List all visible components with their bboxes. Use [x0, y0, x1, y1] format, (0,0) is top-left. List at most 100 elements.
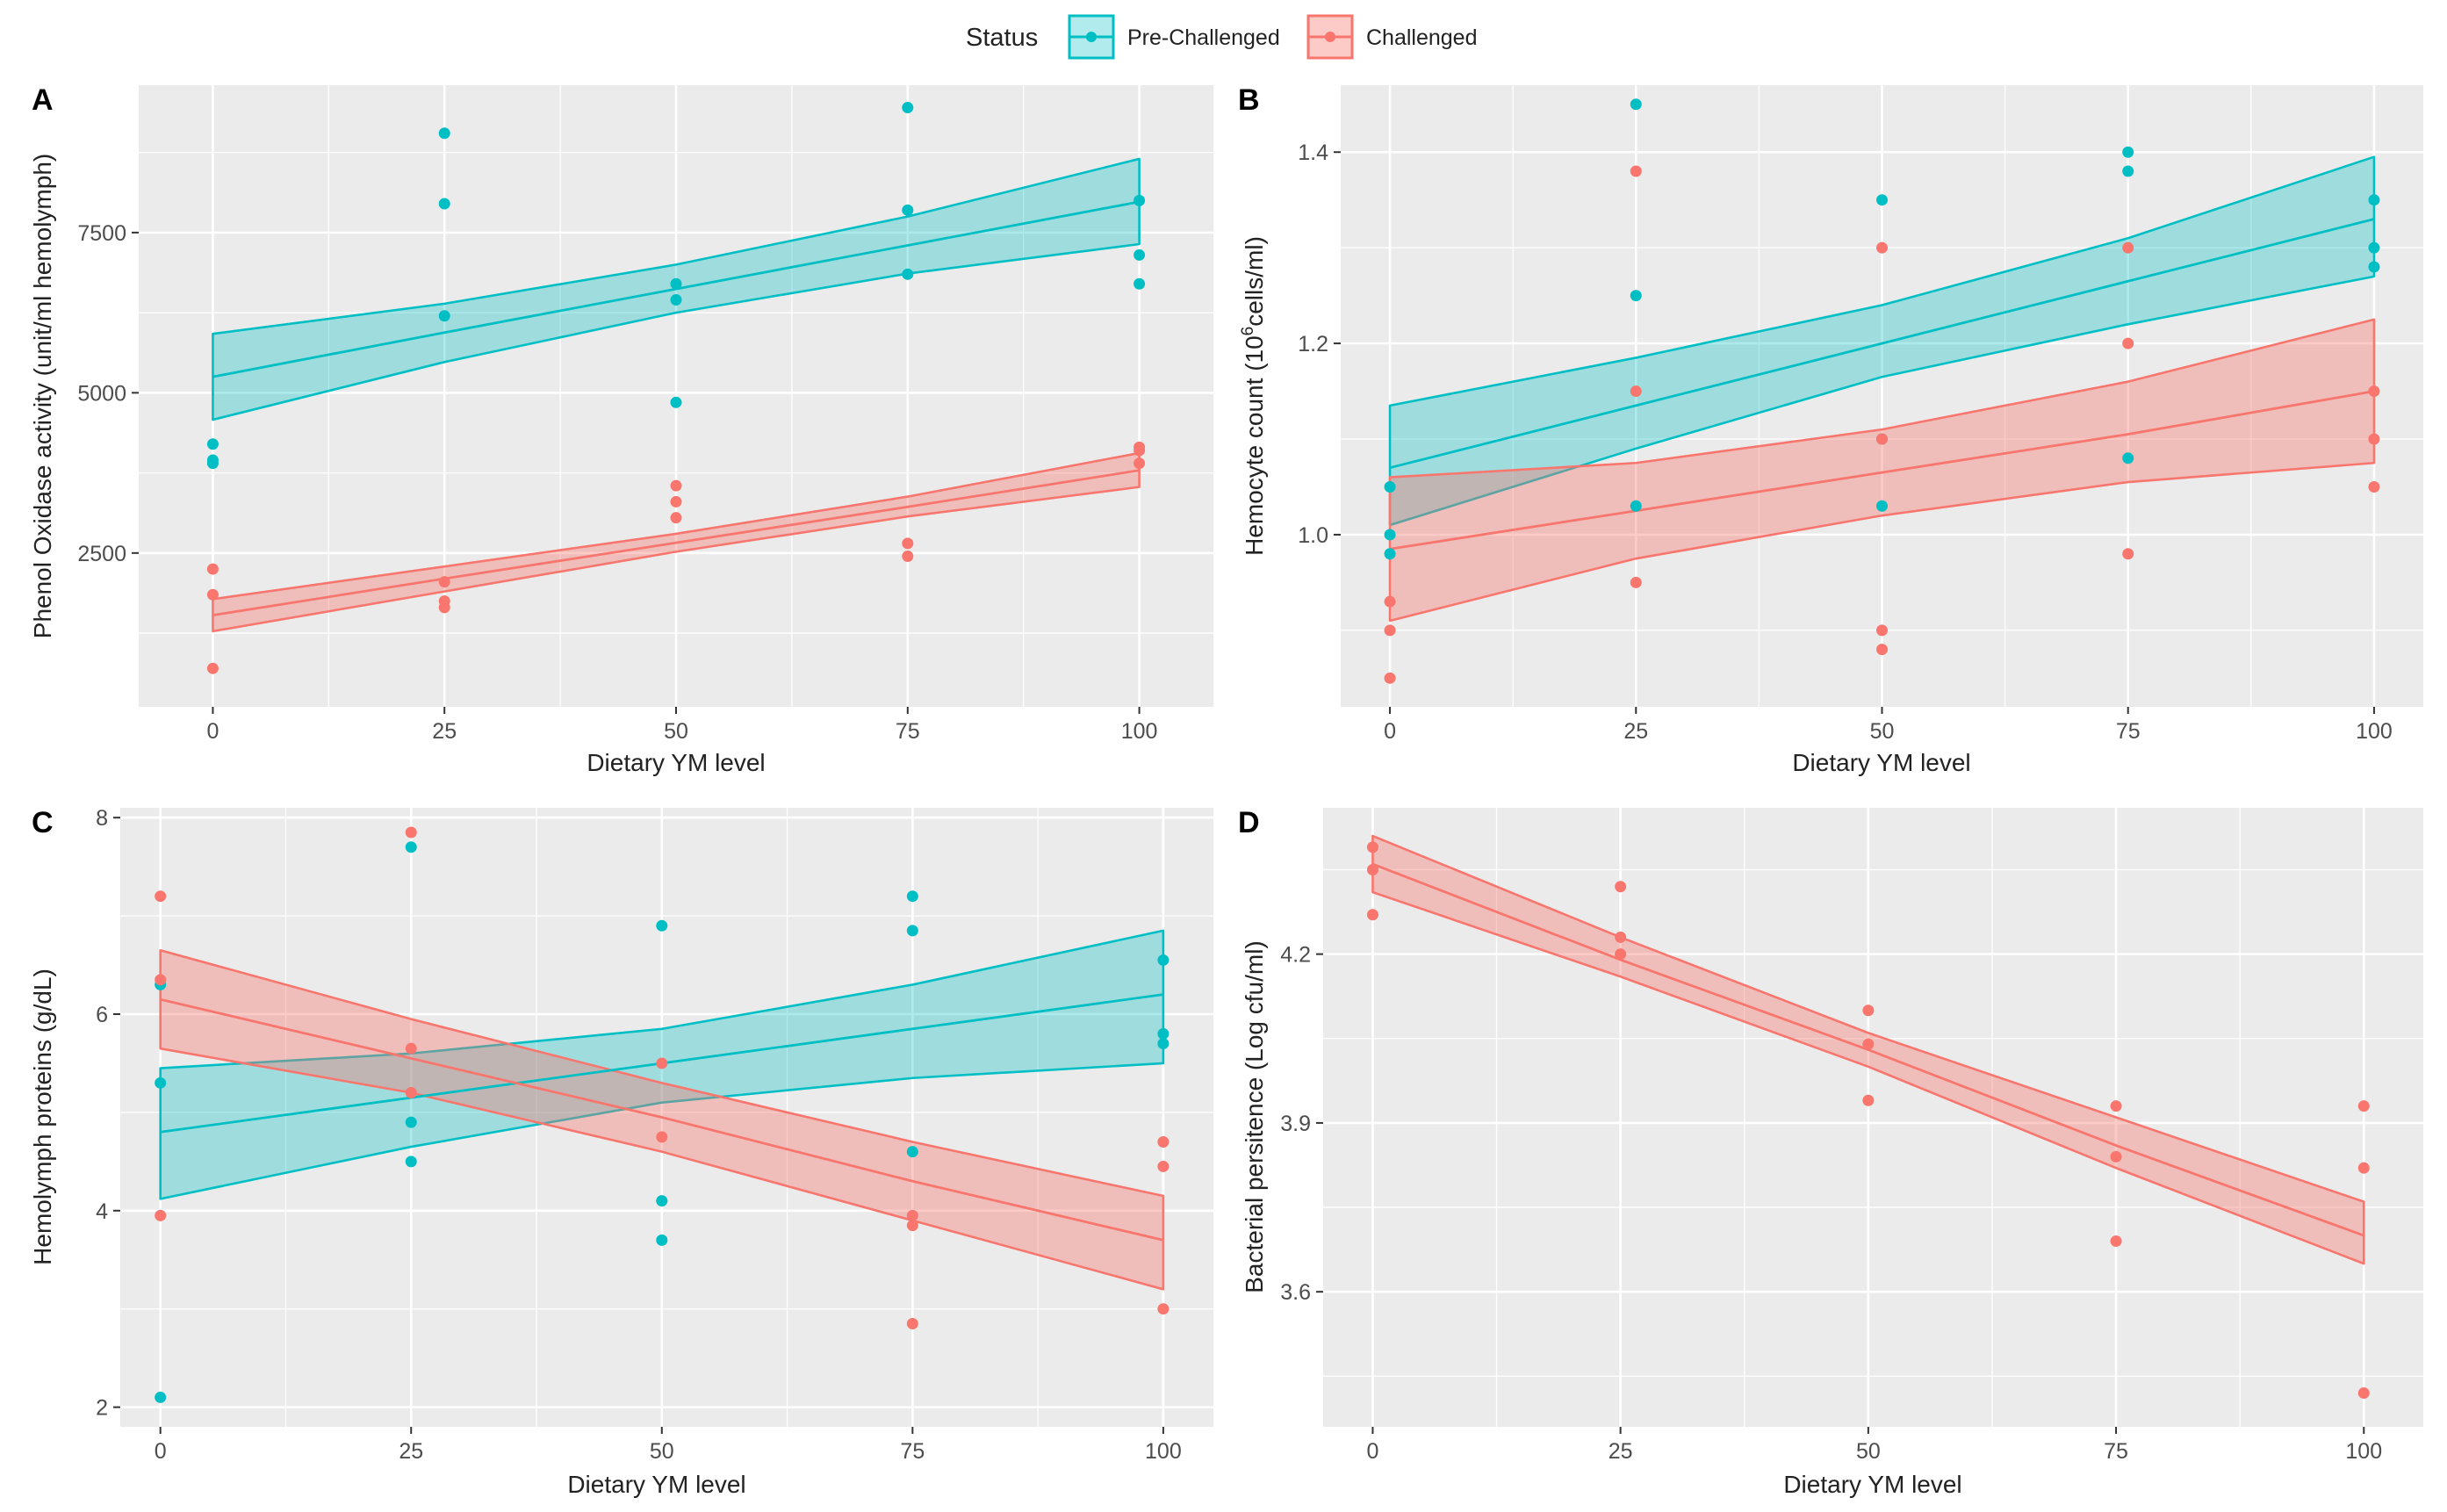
panel-c-point-pre	[906, 925, 918, 937]
panel-a-point-pre	[902, 268, 914, 280]
panel-a-point-pre	[1134, 277, 1146, 290]
panel-b-y-tick-label: 1.0	[1298, 523, 1328, 548]
panel-c-x-tick-label: 25	[399, 1439, 423, 1464]
panel-c-point-pre	[656, 1234, 668, 1246]
panel-d-point-challenged	[1862, 1038, 1875, 1050]
panel-a-point-challenged	[670, 512, 682, 524]
panel-a-point-pre	[1134, 248, 1146, 261]
panel-a-point-pre	[1134, 194, 1146, 206]
panel-b-point-pre	[1630, 290, 1642, 302]
panel-c-point-challenged	[155, 890, 167, 903]
panel-c-point-pre	[405, 841, 417, 853]
panel-c-x-tick-label: 50	[650, 1439, 674, 1464]
panel-c-point-challenged	[405, 1087, 417, 1099]
panel-c-fit-line-challenged	[160, 997, 1164, 1242]
panel-a-point-challenged	[670, 495, 682, 508]
legend-key-pre	[1068, 14, 1115, 60]
panel-a-x-tick-label: 0	[206, 719, 219, 744]
panel-b-point-pre	[1384, 548, 1396, 560]
panel-c-point-pre	[656, 919, 668, 932]
panel-c-point-challenged	[155, 1209, 167, 1221]
panel-a-point-pre	[206, 454, 219, 466]
panel-c-point-pre	[906, 890, 918, 903]
legend-key-challenged	[1306, 14, 1354, 60]
panel-d-point-challenged	[1615, 881, 1627, 893]
panel-b-y-tick-label: 1.4	[1298, 140, 1328, 165]
panel-b-point-pre	[2368, 194, 2380, 206]
panel-b-ylabel: Hemocyte count (106cells/ml)	[1239, 236, 1268, 556]
panel-c-point-pre	[405, 1156, 417, 1168]
panel-b-ylabel-sup: 6	[1239, 327, 1257, 336]
panel-c-point-challenged	[656, 1057, 668, 1069]
panel-b-point-challenged	[1876, 644, 1888, 656]
panel-c-point-challenged	[405, 1042, 417, 1055]
panel-c-band-challenged	[159, 948, 1165, 1291]
panel-d-point-challenged	[1615, 948, 1627, 961]
panel-b-xlabel: Dietary YM level	[1792, 749, 1970, 776]
legend: Status Pre-Challenged Challenged	[966, 14, 1478, 60]
panel-d-point-challenged	[2357, 1100, 2370, 1112]
panel-b-point-challenged	[1630, 385, 1642, 398]
panel-b-point-challenged	[1630, 165, 1642, 177]
panel-c: C 0 25 50 75 100 2 4 6 8 Dietary YM level Hemol…	[29, 806, 1213, 1498]
panel-a-y-tick-label: 5000	[77, 381, 126, 406]
panel-c-point-pre	[155, 1391, 167, 1403]
panel-d-points	[1366, 841, 2370, 1400]
panel-c-ylabel: Hemolymph proteins (g/dL)	[29, 968, 56, 1265]
panel-b-point-challenged	[1384, 624, 1396, 637]
panel-d-point-challenged	[2110, 1235, 2122, 1247]
panel-b-point-pre	[2122, 165, 2134, 177]
panel-a-point-challenged	[1134, 441, 1146, 453]
panel-c-y-tick-label: 8	[96, 806, 108, 831]
panel-d-x-tick-label: 25	[1609, 1439, 1633, 1464]
panel-b-x-tick-label: 100	[2356, 719, 2393, 744]
panel-b-point-pre	[1384, 529, 1396, 541]
panel-a-point-pre	[438, 310, 450, 322]
panel-a-tag: A	[32, 83, 54, 117]
panel-c-y-tick-label: 6	[96, 1003, 108, 1027]
legend-title: Status	[966, 24, 1038, 52]
panel-d-x-tick-label: 100	[2345, 1439, 2382, 1464]
panel-c-point-pre	[906, 1146, 918, 1158]
panel-d: D 0 25 50 75 100 3.63.94.2 Dietary YM level …	[1238, 806, 2423, 1498]
panel-b-points	[1384, 98, 2380, 684]
panel-c-x-tick-label: 100	[1145, 1439, 1182, 1464]
panel-b-point-challenged	[1876, 624, 1888, 637]
panel-a-point-challenged	[206, 662, 219, 674]
legend-label-pre: Pre-Challenged	[1127, 25, 1280, 50]
panel-a-point-pre	[670, 277, 682, 290]
panel-b-y-tick-label: 1.2	[1298, 332, 1328, 356]
panel-b-point-pre	[1384, 480, 1396, 493]
panel-d-grid	[1323, 808, 2423, 1427]
panel-b-point-pre	[1630, 98, 1642, 111]
panel-d-point-challenged	[1366, 864, 1378, 875]
panel-a-point-challenged	[438, 595, 450, 608]
panel-b-fit-lines	[1389, 218, 2375, 551]
legend-label-challenged: Challenged	[1366, 25, 1478, 50]
panel-c-point-challenged	[906, 1318, 918, 1329]
panel-b-ylabel-post: cells/ml)	[1241, 236, 1268, 327]
panel-d-point-challenged	[2357, 1387, 2370, 1400]
panel-b-x-tick-label: 0	[1384, 719, 1396, 744]
panel-c-y-tick-label: 4	[96, 1199, 108, 1224]
panel-d-point-challenged	[1862, 1094, 1875, 1106]
panel-c-point-challenged	[1157, 1160, 1170, 1172]
panel-d-point-challenged	[2357, 1162, 2370, 1174]
panel-b-point-challenged	[1630, 576, 1642, 588]
panel-c-point-challenged	[1157, 1303, 1170, 1315]
panel-d-point-challenged	[2110, 1150, 2122, 1163]
panel-c-x-tick-label: 75	[900, 1439, 925, 1464]
panel-a-y-ticks: 2500 5000 7500	[77, 221, 139, 566]
panel-a-y-tick-label: 7500	[77, 221, 126, 246]
panel-c-point-challenged	[906, 1209, 918, 1221]
panel-c-point-challenged	[405, 826, 417, 839]
panel-a-point-pre	[206, 438, 219, 450]
panel-a-point-challenged	[438, 576, 450, 588]
panel-d-tag: D	[1238, 806, 1260, 839]
panel-d-y-ticks: 3.6 3.9 4.2	[1280, 943, 1323, 1305]
panel-a-point-challenged	[902, 550, 914, 562]
panel-d-point-challenged	[1366, 909, 1378, 921]
panel-c-point-pre	[1157, 954, 1170, 966]
panel-a-fit-line-challenged	[212, 469, 1140, 617]
panel-d-x-tick-label: 0	[1366, 1439, 1378, 1464]
